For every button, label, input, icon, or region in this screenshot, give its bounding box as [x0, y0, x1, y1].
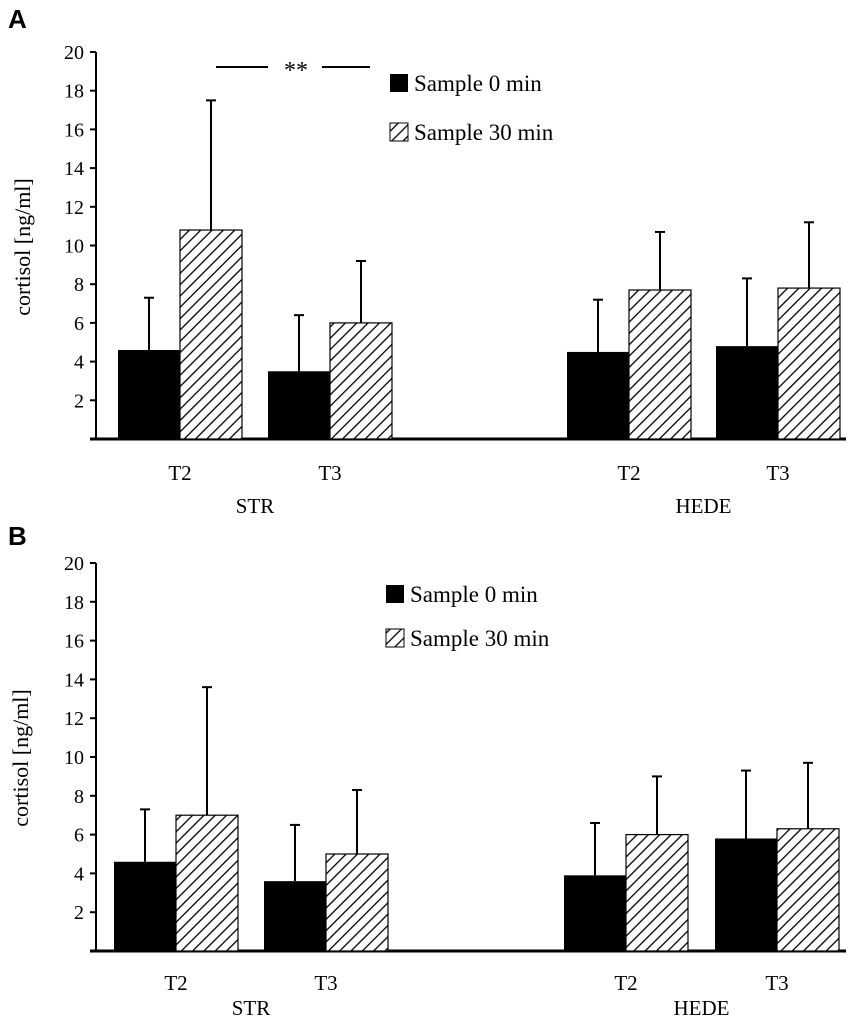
x-category-label: T2 — [164, 971, 187, 995]
panel-a: A cortisol [ng/ml] ** Sample 0 min Sampl… — [8, 4, 846, 518]
y-tick-label: 10 — [64, 747, 84, 769]
y-tick-label: 4 — [74, 352, 84, 374]
bar-sample-30-str-t3 — [325, 853, 389, 952]
bar-sample-30-str-t2 — [179, 229, 243, 440]
x-category-label: T2 — [614, 971, 637, 995]
legend: Sample 0 min Sample 30 min — [389, 71, 554, 145]
y-axis-title: cortisol [ng/ml] — [10, 178, 35, 315]
bar-sample-30-str-t2 — [175, 814, 239, 952]
x-group-label: STR — [232, 996, 271, 1020]
bar-sample-0-str-t2 — [118, 349, 180, 439]
bar-sample-30-hede-t3 — [777, 287, 841, 440]
significance-annotation: ** — [216, 58, 370, 84]
y-tick-label: 2 — [74, 902, 84, 924]
y-tick-label: 14 — [64, 158, 84, 180]
x-category-label: T3 — [318, 461, 341, 485]
legend-swatch-sample-30 — [389, 122, 409, 142]
panel-a-letter: A — [8, 4, 27, 34]
bar-sample-0-str-t2 — [114, 861, 176, 951]
y-tick-label: 16 — [64, 119, 84, 141]
legend-label-sample-30: Sample 30 min — [410, 626, 550, 651]
y-tick-label: 8 — [74, 786, 84, 808]
y-tick-label: 8 — [74, 274, 84, 296]
x-category-label: T2 — [617, 461, 640, 485]
significance-marker: ** — [284, 58, 308, 84]
y-axis-title: cortisol [ng/ml] — [8, 689, 33, 826]
legend-swatch-sample-0 — [390, 74, 408, 92]
bar-sample-30-hede-t3 — [776, 828, 840, 952]
y-tick-label: 6 — [74, 313, 84, 335]
panel-b: B cortisol [ng/ml] Sample 0 min Sample 3… — [8, 521, 846, 1020]
bar-sample-30-hede-t2 — [625, 833, 689, 952]
y-tick-label: 2 — [74, 390, 84, 412]
y-tick-label: 12 — [64, 197, 84, 219]
y-tick-label: 18 — [64, 81, 84, 103]
bar-sample-30-str-t3 — [329, 322, 393, 440]
x-category-label: T3 — [766, 461, 789, 485]
x-group-label: HEDE — [674, 996, 730, 1020]
y-tick-label: 20 — [64, 42, 84, 64]
bar-sample-0-hede-t2 — [564, 875, 626, 951]
y-tick-label: 6 — [74, 825, 84, 847]
legend-swatch-sample-30 — [385, 628, 405, 648]
bar-sample-0-hede-t2 — [567, 351, 629, 439]
y-tick-label: 16 — [64, 631, 84, 653]
y-tick-label: 10 — [64, 236, 84, 258]
x-group-label: STR — [236, 494, 275, 518]
y-tick-label: 14 — [64, 669, 84, 691]
bar-sample-0-str-t3 — [264, 881, 326, 951]
y-tick-label: 12 — [64, 708, 84, 730]
x-category-label: T3 — [314, 971, 337, 995]
bar-sample-0-str-t3 — [268, 371, 330, 439]
bar-sample-30-hede-t2 — [628, 289, 692, 440]
legend-swatch-sample-0 — [386, 585, 404, 603]
legend-label-sample-0: Sample 0 min — [410, 582, 538, 607]
bar-sample-0-hede-t3 — [716, 346, 778, 439]
x-group-label: HEDE — [676, 494, 732, 518]
legend: Sample 0 min Sample 30 min — [385, 582, 550, 651]
x-category-label: T2 — [168, 461, 191, 485]
panel-b-letter: B — [8, 521, 27, 551]
bar-sample-0-hede-t3 — [715, 838, 777, 951]
y-tick-label: 20 — [64, 553, 84, 575]
legend-label-sample-0: Sample 0 min — [414, 71, 542, 96]
x-category-label: T3 — [765, 971, 788, 995]
y-tick-label: 18 — [64, 592, 84, 614]
y-tick-label: 4 — [74, 863, 84, 885]
legend-label-sample-30: Sample 30 min — [414, 120, 554, 145]
